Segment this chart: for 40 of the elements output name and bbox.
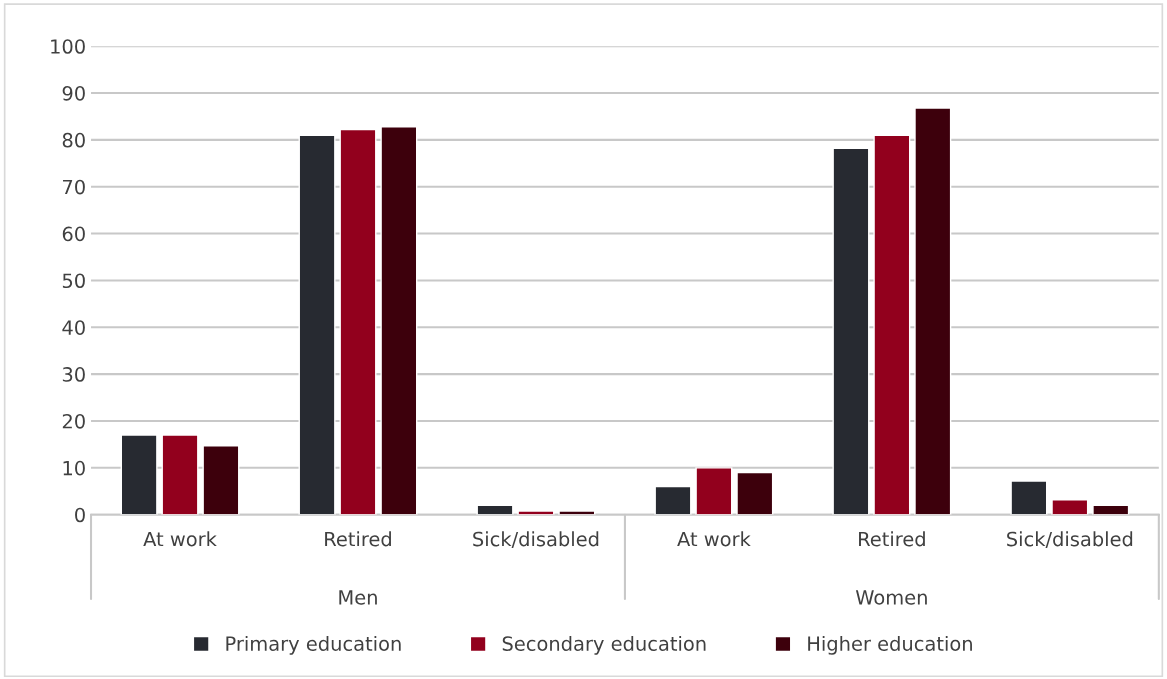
y-tick-label: 30 [62,367,85,382]
bar [1092,504,1130,515]
bar [695,467,733,515]
bar [832,147,870,515]
bar [914,107,952,515]
x-tick-label: Retired [325,531,391,547]
bar [558,510,596,515]
bar [1051,498,1089,515]
y-tick-label: 20 [62,413,85,429]
y-tick-label: 10 [63,460,85,476]
y-tick-label: 60 [62,226,85,242]
x-tick-label: Sick/disabled [1007,531,1133,548]
bar [298,134,336,515]
bar [120,434,158,515]
bar [873,134,911,515]
y-tick-label: 80 [62,132,85,148]
y-tick-label: 100 [51,39,85,54]
x-tick-label: Sick/disabled [473,531,599,548]
bar [476,504,514,515]
x-tick-label: At work [143,531,217,547]
x-tick-label: Retired [859,531,925,547]
bar [339,128,377,515]
legend-label: Higher education [808,635,972,655]
y-tick-label: 0 [75,507,85,523]
x-tick-label: At work [677,531,751,547]
bar [517,510,555,515]
bar [380,126,418,515]
y-tick-label: 70 [63,179,85,195]
bar [161,434,199,515]
bar [736,471,774,515]
text: Men [339,590,377,605]
y-tick-label: 40 [62,320,85,335]
bar [654,485,692,515]
bar [1010,480,1048,515]
y-tick-label: 50 [62,273,85,289]
y-tick-label: 90 [62,85,85,101]
legend-label: Secondary education [502,635,706,655]
text: Women [855,590,927,605]
legend-label: Primary education [226,635,401,655]
bar [202,445,240,515]
